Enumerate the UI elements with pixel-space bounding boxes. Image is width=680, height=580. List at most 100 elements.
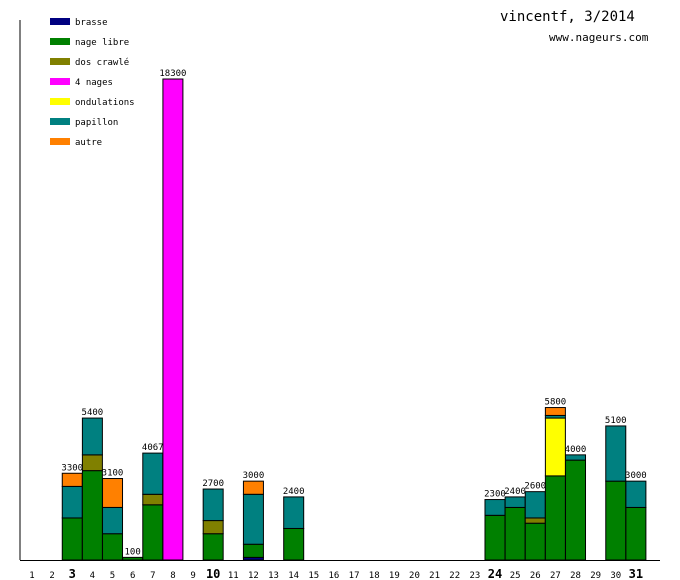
x-tick-label: 10 xyxy=(206,567,220,580)
bar-segment-nage-libre xyxy=(605,480,627,561)
bar-segment-nage-libre xyxy=(565,459,587,561)
x-tick-label: 22 xyxy=(449,571,460,580)
legend-label: autre xyxy=(75,138,102,148)
x-tick-label: 26 xyxy=(530,571,541,580)
legend-label: nage libre xyxy=(75,38,129,48)
legend-label: papillon xyxy=(75,118,118,128)
chart-subtitle: www.nageurs.com xyxy=(549,31,649,44)
x-tick-label: 1 xyxy=(29,571,34,580)
bar-segment-papillon xyxy=(625,480,647,508)
legend-label: ondulations xyxy=(75,98,135,108)
bar-segment-dos-crawl- xyxy=(142,493,164,506)
x-tick-label: 7 xyxy=(150,571,155,580)
x-tick-label: 2 xyxy=(49,571,54,580)
bar-segment-4-nages xyxy=(162,78,184,561)
x-tick-label: 20 xyxy=(409,571,420,580)
data-label: 3000 xyxy=(625,471,647,481)
x-tick-label: 27 xyxy=(550,571,561,580)
legend-swatch xyxy=(50,118,70,125)
data-label: 18300 xyxy=(159,69,186,79)
x-tick-label: 15 xyxy=(308,571,319,580)
data-label: 3100 xyxy=(102,469,124,479)
x-tick-label: 18 xyxy=(369,571,380,580)
x-tick-label: 8 xyxy=(170,571,175,580)
bar-segment-papillon xyxy=(202,488,224,522)
bar-segment-nage-libre xyxy=(102,533,124,561)
bar-segment-papillon xyxy=(283,496,305,529)
legend-swatch xyxy=(50,98,70,105)
x-tick-label: 21 xyxy=(429,571,440,580)
x-tick-label: 24 xyxy=(488,567,502,580)
data-label: 3300 xyxy=(61,463,83,473)
bar-segment-autre xyxy=(544,407,566,416)
x-tick-label: 17 xyxy=(349,571,360,580)
legend-label: dos crawlé xyxy=(75,57,129,68)
bar-segment-papillon xyxy=(484,499,506,516)
bar-segment-papillon xyxy=(565,454,587,461)
bar-segment-nage-libre xyxy=(283,527,305,561)
bar-segment-papillon xyxy=(81,417,103,456)
x-tick-label: 12 xyxy=(248,571,259,580)
data-label: 2400 xyxy=(504,487,526,497)
x-tick-label: 3 xyxy=(69,567,76,580)
bar-segment-autre xyxy=(242,480,264,495)
bar-segment-nage-libre xyxy=(142,504,164,561)
bar-segment-nage-libre xyxy=(202,533,224,561)
x-tick-label: 30 xyxy=(610,571,621,580)
data-label: 2300 xyxy=(484,490,506,500)
legend-swatch xyxy=(50,38,70,45)
bar-segment-papillon xyxy=(504,496,526,508)
x-tick-label: 19 xyxy=(389,571,400,580)
x-tick-label: 28 xyxy=(570,571,581,580)
bar-segment-nage-libre xyxy=(61,517,83,561)
bar-segment-nage-libre xyxy=(484,514,506,561)
x-tick-label: 4 xyxy=(90,571,95,580)
bar-segment-papillon xyxy=(61,485,83,519)
x-tick-label: 23 xyxy=(469,571,480,580)
x-tick-label: 31 xyxy=(629,567,643,580)
legend-label: brasse xyxy=(75,18,108,28)
legend-swatch xyxy=(50,138,70,145)
x-tick-label: 6 xyxy=(130,571,135,580)
bar-segment-nage-libre xyxy=(122,556,144,561)
legend-swatch xyxy=(50,18,70,25)
bar-segment-nage-libre xyxy=(544,475,566,561)
legend-swatch xyxy=(50,58,70,65)
bar-segment-nage-libre xyxy=(504,506,526,561)
bar-segment-papillon xyxy=(242,493,264,545)
x-tick-label: 14 xyxy=(288,571,299,580)
data-label: 4067 xyxy=(142,443,164,453)
x-tick-label: 16 xyxy=(329,571,340,580)
x-tick-label: 9 xyxy=(190,571,195,580)
chart-title: vincentf, 3/2014 xyxy=(500,9,635,25)
bar-segment-dos-crawl- xyxy=(81,454,103,472)
data-label: 3000 xyxy=(243,471,265,481)
legend-swatch xyxy=(50,78,70,85)
data-label: 2600 xyxy=(524,482,546,492)
x-tick-label: 29 xyxy=(590,571,601,580)
bar-segment-autre xyxy=(102,478,124,508)
bar-segment-nage-libre xyxy=(625,506,647,561)
data-label: 5400 xyxy=(82,408,104,418)
data-label: 4000 xyxy=(565,445,587,455)
x-tick-label: 11 xyxy=(228,571,239,580)
x-tick-label: 13 xyxy=(268,571,279,580)
bar-segment-nage-libre xyxy=(81,470,103,561)
x-tick-label: 25 xyxy=(510,571,521,580)
legend-label: 4 nages xyxy=(75,78,113,88)
bar-segment-papillon xyxy=(142,452,164,495)
data-label: 100 xyxy=(125,547,141,557)
x-tick-label: 5 xyxy=(110,571,115,580)
bar-segment-papillon xyxy=(605,425,627,482)
data-label: 2700 xyxy=(202,479,224,489)
bar-segment-nage-libre xyxy=(524,522,546,561)
data-label: 5100 xyxy=(605,416,627,426)
bar-segment-ondulations xyxy=(544,417,566,477)
bar-segment-dos-crawl- xyxy=(524,517,546,524)
data-label: 2400 xyxy=(283,487,305,497)
bar-segment-nage-libre xyxy=(242,543,264,558)
bar-segment-papillon xyxy=(102,506,124,535)
bar-segment-papillon xyxy=(524,491,546,519)
bar-segment-dos-crawl- xyxy=(202,520,224,535)
